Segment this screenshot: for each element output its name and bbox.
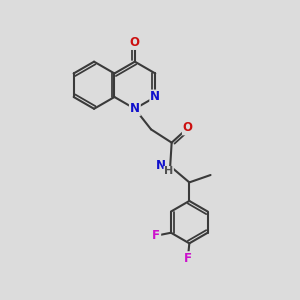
Text: H: H (164, 167, 173, 176)
Text: N: N (130, 102, 140, 115)
Text: N: N (156, 159, 167, 172)
Text: F: F (152, 229, 160, 242)
Text: O: O (130, 36, 140, 49)
Text: N: N (150, 91, 160, 103)
Text: O: O (183, 122, 193, 134)
Text: F: F (184, 252, 192, 265)
